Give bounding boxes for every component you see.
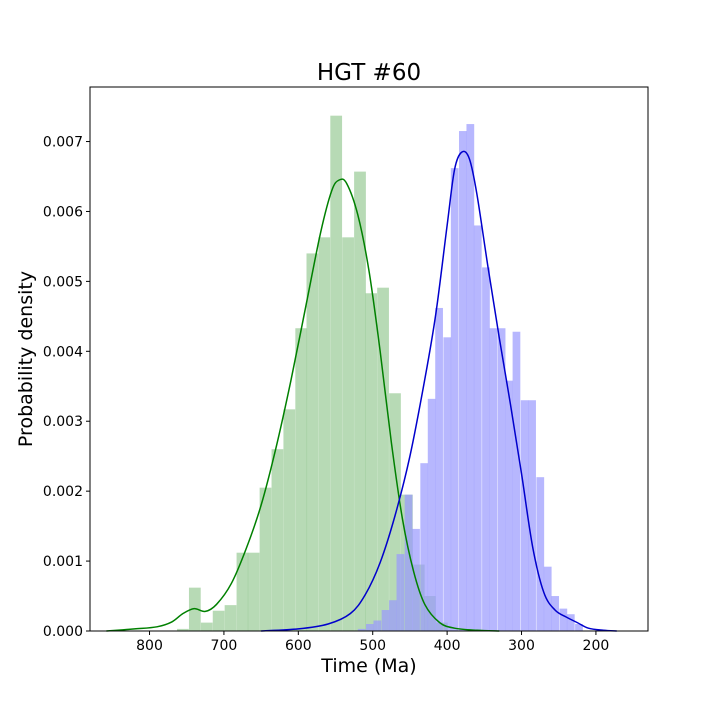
- histogram-bars: [177, 115, 583, 632]
- histogram-bar: [357, 628, 366, 631]
- plot-frame: [89, 86, 649, 632]
- y-tick-label: 0.003: [43, 414, 83, 430]
- histogram-bar: [404, 494, 413, 631]
- histogram-bar: [497, 328, 506, 631]
- histogram-bar: [505, 380, 513, 631]
- histogram-bar: [566, 614, 575, 631]
- y-tick-label: 0.006: [43, 204, 83, 220]
- histogram-bar: [177, 628, 189, 631]
- histogram-bar: [443, 337, 452, 631]
- chart-title: HGT #60: [317, 60, 421, 86]
- histogram-bar: [543, 566, 552, 631]
- histogram-bar: [200, 622, 213, 631]
- histogram-bar: [389, 393, 401, 631]
- histogram-bar: [236, 552, 249, 631]
- kde-curve-0: [106, 178, 500, 632]
- y-tick-label: 0.000: [43, 624, 83, 640]
- histogram-bar: [365, 293, 378, 631]
- histogram-bar: [575, 624, 583, 631]
- histogram-bar: [259, 487, 272, 631]
- histogram-bar: [366, 624, 374, 631]
- histogram-bar: [489, 328, 498, 631]
- x-axis-label: Time (Ma): [320, 655, 416, 677]
- y-tick-label: 0.007: [43, 135, 83, 151]
- histogram-bar: [536, 477, 545, 631]
- histogram-bar: [283, 409, 296, 631]
- histogram-bar: [466, 124, 475, 631]
- y-axis-label: Probability density: [15, 271, 37, 447]
- y-axis-ticks: 0.000 0.001 0.002 0.003 0.004 0.005 0.006 0.007: [43, 135, 90, 640]
- series-1-bars: [357, 124, 583, 632]
- histogram-bar: [512, 331, 521, 631]
- histogram-bar: [473, 225, 482, 631]
- histogram-bar: [271, 449, 284, 631]
- histogram-bar: [459, 131, 467, 632]
- x-tick-label: 600: [285, 638, 312, 654]
- kde-curve-1: [261, 150, 617, 632]
- histogram-bar: [212, 610, 225, 631]
- histogram-bar: [377, 287, 389, 631]
- histogram-bar: [551, 596, 560, 631]
- histogram-bar: [450, 168, 459, 632]
- histogram-bar: [482, 267, 490, 631]
- histogram-bar: [435, 307, 443, 631]
- y-tick-label: 0.005: [43, 274, 83, 290]
- histogram-bar: [396, 554, 405, 631]
- histogram-bar: [427, 398, 436, 631]
- x-tick-label: 200: [583, 638, 610, 654]
- histogram-bar: [381, 610, 390, 631]
- histogram-bar: [373, 620, 382, 631]
- histogram-bar: [318, 237, 331, 631]
- histogram-bar: [528, 400, 536, 631]
- histogram-bar: [342, 237, 354, 631]
- histogram-bar: [389, 600, 397, 631]
- x-axis-ticks: 800 700 600 500 400 300 200: [136, 631, 609, 654]
- x-tick-label: 300: [508, 638, 535, 654]
- histogram-bar: [354, 171, 366, 632]
- y-tick-label: 0.001: [43, 554, 83, 570]
- histogram-bar: [559, 608, 568, 631]
- histogram-bar: [520, 400, 529, 631]
- histogram-bar: [420, 463, 429, 631]
- histogram-bar: [224, 605, 237, 631]
- x-tick-label: 700: [211, 638, 238, 654]
- histogram-bar: [295, 328, 308, 631]
- histogram-bar: [247, 552, 260, 631]
- kde-curves: [106, 150, 617, 632]
- y-tick-label: 0.002: [43, 484, 83, 500]
- y-tick-label: 0.004: [43, 344, 83, 360]
- x-tick-label: 400: [434, 638, 461, 654]
- x-tick-label: 500: [359, 638, 386, 654]
- histogram-bar: [330, 115, 343, 632]
- x-tick-label: 800: [136, 638, 163, 654]
- histogram-bar: [306, 253, 319, 632]
